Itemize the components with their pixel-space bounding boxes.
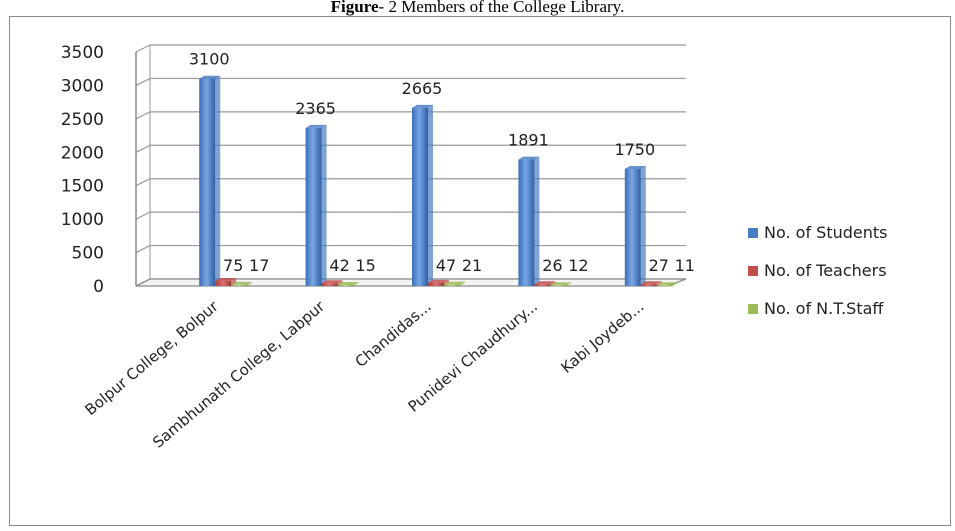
data-label: 17 (249, 256, 269, 275)
bar-top (518, 156, 540, 160)
bar-top (215, 277, 237, 281)
gridline-side (135, 211, 151, 220)
y-tick-label: 1500 (61, 177, 104, 197)
data-label: 42 (329, 256, 349, 275)
bar-top (321, 280, 343, 284)
bar-top (199, 75, 221, 79)
data-label: 2365 (295, 99, 336, 118)
data-label: 21 (462, 256, 482, 275)
legend-label: No. of Students (764, 223, 887, 242)
bar-side (353, 281, 359, 286)
bar-top (231, 281, 253, 285)
data-label: 3100 (189, 50, 230, 69)
bar (305, 127, 322, 286)
y-tick-label: 2000 (61, 143, 104, 163)
bar (624, 169, 641, 286)
bar (656, 285, 673, 287)
bar-side (231, 277, 237, 286)
legend-label: No. of Teachers (764, 261, 887, 280)
y-tick-label: 3500 (61, 43, 104, 63)
data-label: 1891 (508, 131, 549, 150)
y-tick-label: 3000 (61, 76, 104, 96)
gridline-side (135, 144, 151, 153)
bar (321, 283, 338, 286)
gridline-side (135, 245, 151, 254)
caption-prefix: Figure (330, 0, 379, 16)
category-label: Chandidas... (352, 297, 435, 371)
bar-top (444, 281, 465, 285)
bar-top (305, 124, 327, 128)
bar-top (624, 166, 646, 169)
bar-side (460, 281, 465, 286)
bar-top (550, 282, 572, 286)
gridline-side (135, 111, 151, 120)
data-label: 1750 (614, 140, 655, 159)
bar-top (428, 279, 449, 283)
data-label: 11 (675, 256, 695, 275)
bar-top (534, 281, 556, 285)
gridline-side (135, 44, 151, 53)
chart-frame (9, 16, 951, 526)
bar (199, 78, 216, 286)
bar-side (321, 124, 327, 286)
legend-label: No. of N.T.Staff (764, 299, 884, 318)
gridline-side (135, 178, 151, 187)
bar (337, 284, 354, 286)
y-tick-label: 1000 (61, 210, 104, 230)
bar-top (337, 281, 359, 285)
caption-text: - 2 Members of the College Library. (378, 0, 625, 16)
gridline-side (135, 77, 151, 86)
category-label: Kabi Joydeb... (557, 297, 647, 377)
data-label: 15 (355, 256, 375, 275)
bar-side (428, 104, 433, 286)
legend-swatch (748, 228, 758, 238)
bar (534, 284, 551, 286)
data-label: 47 (436, 256, 456, 275)
bar-top (656, 282, 678, 286)
y-tick-label: 0 (93, 277, 104, 297)
bar-side (215, 75, 221, 286)
bar-top (412, 104, 433, 108)
bar-top (640, 281, 662, 285)
data-label: 26 (542, 256, 562, 275)
figure-caption: Figure- 2 Members of the College Library… (0, 0, 955, 22)
bar (215, 280, 232, 286)
y-tick-label: 2500 (61, 110, 104, 130)
bar-side (672, 282, 678, 286)
legend-swatch (748, 304, 758, 314)
bar (428, 282, 444, 286)
data-label: 12 (568, 256, 588, 275)
data-label: 27 (649, 256, 669, 275)
bar-side (640, 166, 646, 286)
bar (412, 107, 428, 286)
bar (640, 284, 657, 286)
legend-swatch (748, 266, 758, 276)
bar (231, 284, 248, 286)
bar-side (566, 282, 572, 286)
bar (444, 284, 460, 286)
y-tick-label: 500 (72, 244, 104, 264)
bar (518, 159, 535, 286)
category-label: Sambhunath College, Labpur (149, 297, 329, 452)
bar-side (534, 156, 540, 286)
data-label: 2665 (402, 79, 443, 98)
bar (550, 285, 567, 287)
bar-side (247, 281, 253, 286)
data-label: 75 (223, 256, 243, 275)
